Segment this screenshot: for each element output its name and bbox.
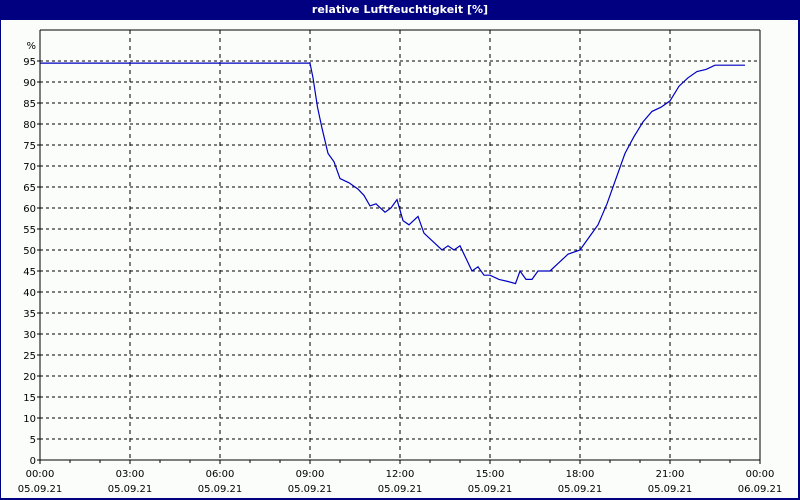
x-tick-date: 05.09.21 xyxy=(558,484,603,495)
y-tick-label: 90 xyxy=(23,78,36,89)
y-tick-label: 85 xyxy=(23,99,36,110)
x-tick-time: 06:00 xyxy=(206,469,235,480)
y-tick-label: 30 xyxy=(23,330,36,341)
y-tick-label: 15 xyxy=(23,393,36,404)
x-tick-date: 05.09.21 xyxy=(108,484,153,495)
y-tick-label: 25 xyxy=(23,351,36,362)
x-tick-date: 05.09.21 xyxy=(198,484,243,495)
y-tick-label: 75 xyxy=(23,141,36,152)
y-tick-label: 95 xyxy=(23,57,36,68)
y-tick-label: 65 xyxy=(23,183,36,194)
x-tick-date: 05.09.21 xyxy=(468,484,513,495)
y-tick-label: 70 xyxy=(23,162,36,173)
y-tick-label: 20 xyxy=(23,372,36,383)
x-axis-ticks: 00:00 05.09.21 03:00 05.09.21 06:00 05.09.21 0… xyxy=(18,460,783,495)
x-tick-time: 21:00 xyxy=(656,469,685,480)
x-tick-time: 09:00 xyxy=(296,469,325,480)
x-tick-time: 18:00 xyxy=(566,469,595,480)
x-tick-date: 06.09.21 xyxy=(738,484,783,495)
x-tick-time: 03:00 xyxy=(116,469,145,480)
y-tick-label: 50 xyxy=(23,246,36,257)
x-tick-date: 05.09.21 xyxy=(18,484,63,495)
x-tick-time: 15:00 xyxy=(476,469,505,480)
y-tick-label: % xyxy=(26,41,36,52)
x-tick-time: 00:00 xyxy=(26,469,55,480)
y-axis-ticks: 0 5 10 15 20 25 30 35 40 45 50 55 60 65 70 75 80 85 90 95% xyxy=(23,41,40,467)
x-tick-date: 05.09.21 xyxy=(288,484,333,495)
y-tick-label: 55 xyxy=(23,225,36,236)
chart-title: relative Luftfeuchtigkeit [%] xyxy=(0,0,800,20)
x-tick-date: 05.09.21 xyxy=(378,484,423,495)
x-tick-time: 00:00 xyxy=(746,469,775,480)
y-tick-label: 0 xyxy=(30,456,36,467)
y-tick-label: 45 xyxy=(23,267,36,278)
y-tick-label: 80 xyxy=(23,120,36,131)
y-tick-label: 60 xyxy=(23,204,36,215)
y-tick-label: 5 xyxy=(30,435,36,446)
x-tick-time: 12:00 xyxy=(386,469,415,480)
y-tick-label: 40 xyxy=(23,288,36,299)
x-tick-date: 05.09.21 xyxy=(648,484,693,495)
grid-lines xyxy=(40,30,760,460)
y-tick-label: 10 xyxy=(23,414,36,425)
humidity-series-line xyxy=(40,62,745,285)
y-tick-label: 35 xyxy=(23,309,36,320)
